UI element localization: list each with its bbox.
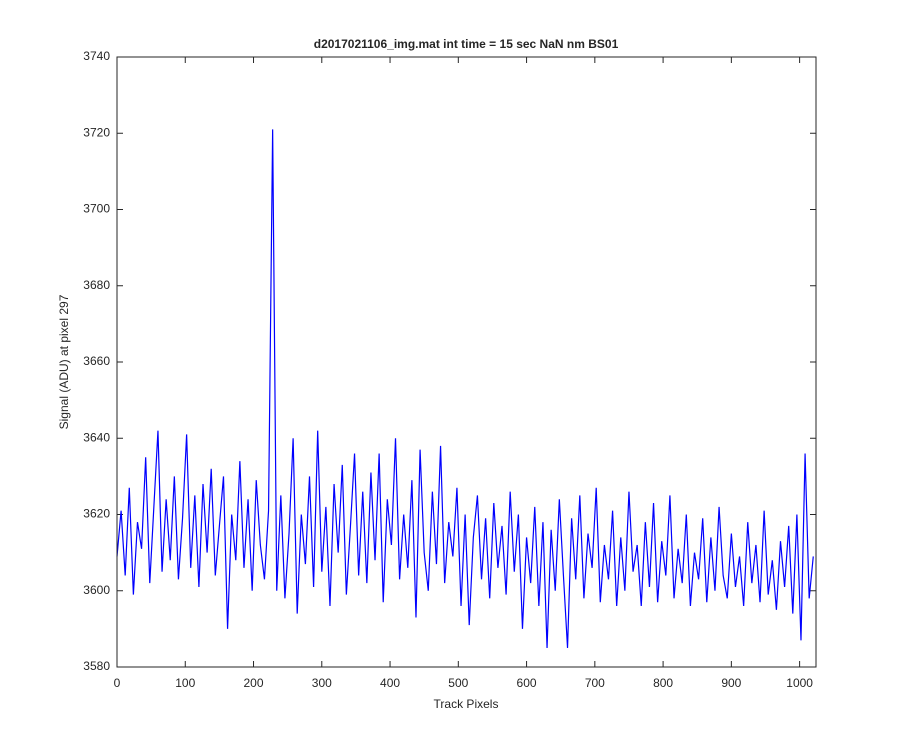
y-axis-label: Signal (ADU) at pixel 297 (57, 294, 71, 429)
plot-area (117, 57, 816, 667)
y-tick-label: 3640 (83, 430, 110, 444)
y-tick-label: 3700 (83, 202, 110, 216)
x-tick-label: 200 (244, 676, 264, 690)
x-tick-label: 400 (380, 676, 400, 690)
data-line (116, 129, 814, 648)
y-tick-label: 3680 (83, 278, 110, 292)
x-tick-label: 0 (114, 676, 121, 690)
y-tick-label: 3620 (83, 507, 110, 521)
y-tick-label: 3600 (83, 583, 110, 597)
x-axis-label: Track Pixels (434, 697, 499, 711)
y-tick-label: 3740 (83, 49, 110, 63)
chart-title: d2017021106_img.mat int time = 15 sec Na… (314, 37, 619, 51)
x-tick-label: 100 (175, 676, 195, 690)
x-tick-label: 700 (585, 676, 605, 690)
x-tick-label: 600 (517, 676, 537, 690)
y-tick-label: 3580 (83, 659, 110, 673)
x-tick-label: 800 (653, 676, 673, 690)
y-tick-label: 3660 (83, 354, 110, 368)
y-tick-label: 3720 (83, 125, 110, 139)
axes-box (116, 56, 817, 668)
x-tick-label: 900 (721, 676, 741, 690)
x-tick-label: 1000 (786, 676, 813, 690)
x-tick-label: 500 (448, 676, 468, 690)
x-tick-label: 300 (312, 676, 332, 690)
